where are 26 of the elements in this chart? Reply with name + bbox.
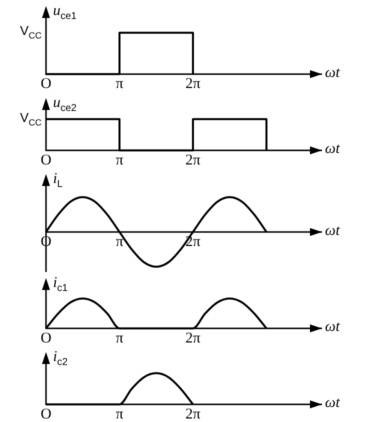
y-axis-title: i$_{c1}$ (53, 275, 68, 294)
x-tick-label: 2π (185, 152, 201, 168)
y-axis-title: i$_{L}$ (53, 171, 63, 190)
x-tick-label: O (40, 330, 52, 346)
text: V$_{CC}$ (20, 23, 42, 41)
x-tick-label: π (116, 406, 124, 422)
x-tick-label: O (40, 152, 52, 168)
x-tick-label: π (116, 76, 124, 92)
y-axis-title: u$_{ce2}$ (53, 95, 77, 114)
x-tick-label: π (116, 152, 124, 168)
x-tick-label: 2π (185, 330, 201, 346)
x-axis-title: ωt (325, 395, 340, 412)
x-tick-label: 2π (185, 406, 201, 422)
x-tick-label: π (116, 330, 124, 346)
x-tick-label: π (116, 234, 124, 250)
x-axis-title: ωt (325, 141, 340, 158)
y-axis-title: u$_{ce1}$ (53, 3, 77, 22)
y-axis-title: i$_{c2}$ (53, 349, 68, 368)
x-axis-title: ωt (325, 319, 340, 336)
text: V$_{CC}$ (20, 110, 42, 128)
x-tick-label: O (40, 76, 52, 92)
x-axis-title: ωt (325, 222, 340, 239)
x-tick-label: 2π (185, 76, 201, 92)
x-axis-title: ωt (325, 65, 340, 82)
x-tick-label: 2π (185, 234, 201, 250)
x-tick-label: O (40, 406, 52, 422)
